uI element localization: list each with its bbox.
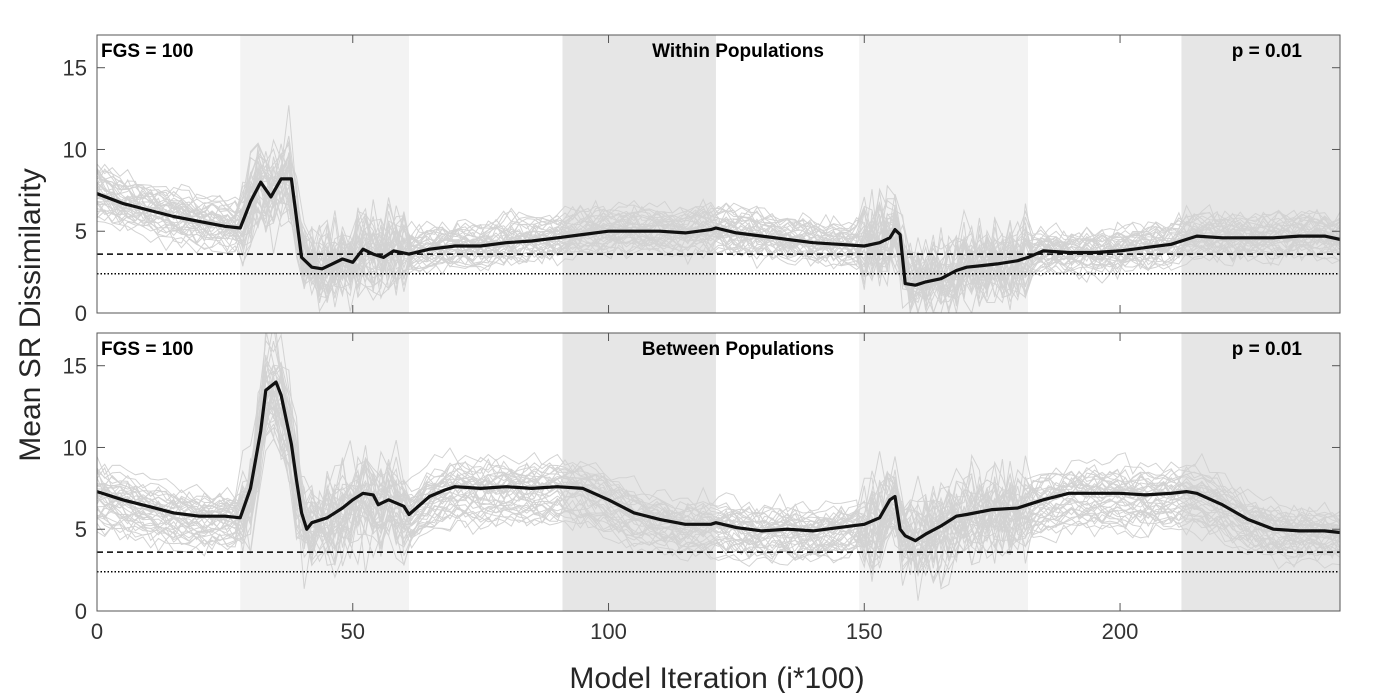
panel-2: 0 50 100 150 200 0 5 10 15 FGS = 100 Between Popul… [63,332,1341,644]
axes-box [96,332,1341,612]
run-line [97,340,1340,556]
x-tick-label: 150 [846,619,883,644]
shaded-band-4 [1181,333,1340,611]
y-tick-label: 0 [75,301,87,326]
y-tick-label: 15 [63,56,87,81]
run-line [97,153,1340,286]
x-tick-label: 100 [590,619,627,644]
run-line [97,178,1340,313]
x-axis-label: Model Iteration (i*100) [569,662,864,693]
individual-runs [97,333,1340,601]
y-tick-label: 10 [63,435,87,460]
x-tick-label: 200 [1102,619,1139,644]
y-axis-label: Mean SR Dissimilarity [14,168,47,461]
axes-box [96,34,1341,314]
run-line [97,195,1340,313]
annotation-p-value: p = 0.01 [1232,339,1303,360]
y-tick-label: 15 [63,354,87,379]
x-tick-label: 50 [341,619,365,644]
shaded-band-2 [562,333,716,611]
run-line [97,406,1340,589]
mean-line [97,177,1340,287]
run-line [97,333,1340,538]
run-line [97,165,1340,310]
run-line [97,376,1340,558]
y-tick-label: 5 [75,517,87,542]
x-tick-label: 0 [91,619,103,644]
annotation-fgs: FGS = 100 [101,339,193,360]
run-line [97,143,1340,277]
panel-1: 0 5 10 15 FGS = 100 Within Populations p = 0.0… [63,34,1341,326]
run-line [97,375,1340,554]
shaded-band-4 [1181,35,1340,313]
run-line [97,368,1340,553]
annotation-fgs: FGS = 100 [101,41,193,62]
y-tick-label: 10 [63,137,87,162]
run-line [97,105,1340,291]
shaded-band-3 [859,333,1028,611]
run-line [97,333,1340,548]
panel-title: Within Populations [652,41,824,62]
panel-title: Between Populations [642,339,834,360]
annotation-p-value: p = 0.01 [1232,41,1303,62]
run-line [97,390,1340,601]
shaded-band-2 [562,35,716,313]
mean-line [97,380,1340,543]
y-tick-label: 0 [75,599,87,624]
y-tick-label: 5 [75,219,87,244]
